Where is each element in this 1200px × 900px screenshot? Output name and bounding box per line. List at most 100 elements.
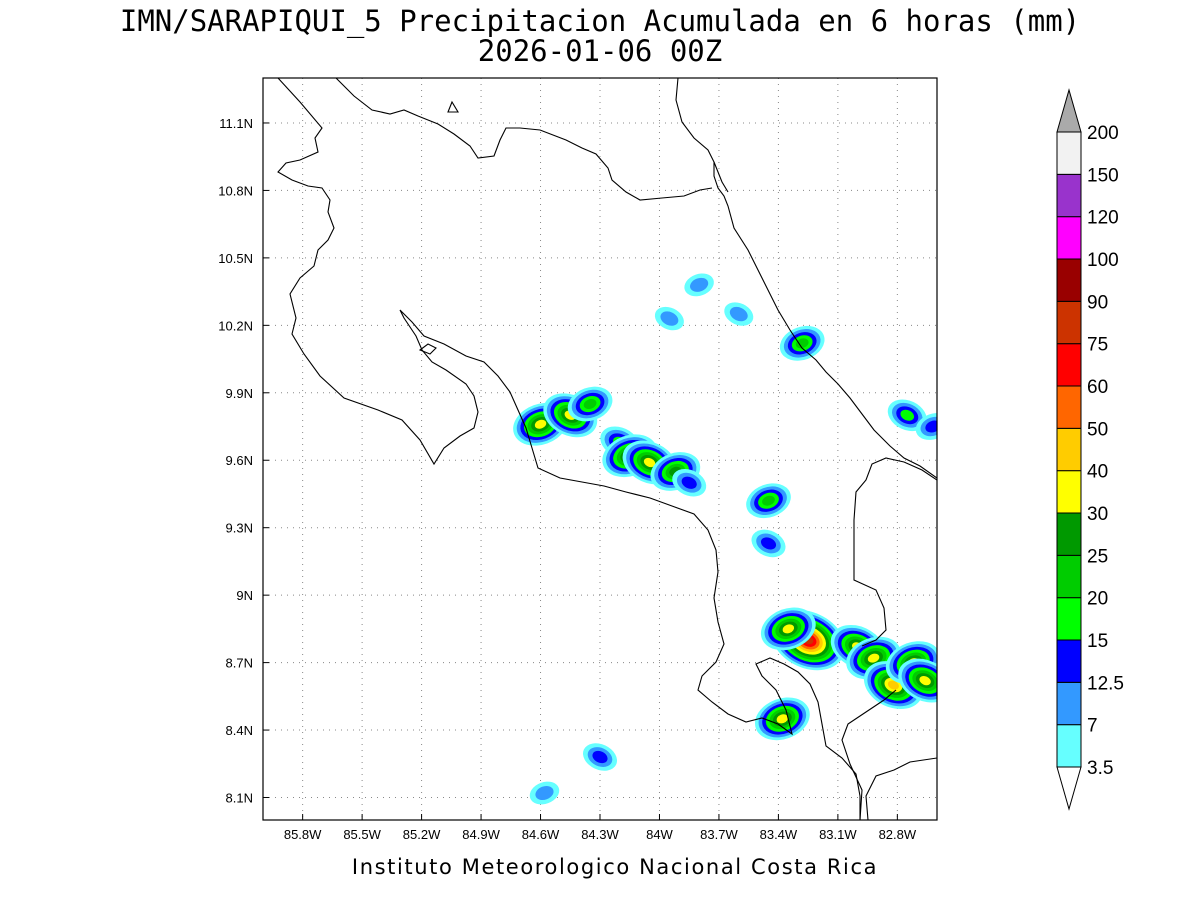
precip-contour	[867, 653, 880, 663]
colorbar-bottom-arrow	[1056, 766, 1082, 811]
precip-cell	[582, 743, 618, 771]
precip-cell	[779, 325, 825, 361]
colorbar-label: 15	[1087, 631, 1108, 652]
colorbar-swatch	[1056, 427, 1082, 472]
lat-tick-label: 10.2N	[218, 318, 253, 333]
coastline	[335, 78, 713, 201]
lon-tick-label: 84.6W	[522, 827, 560, 842]
chart-title: IMN/SARAPIQUI_5 Precipitacion Acumulada …	[119, 4, 1081, 38]
lon-tick-label: 85.5W	[343, 827, 381, 842]
lat-tick-label: 9N	[236, 588, 253, 603]
lon-tick-label: 85.8W	[284, 827, 322, 842]
grid-lines	[263, 78, 937, 820]
colorbar-label: 100	[1087, 250, 1119, 271]
colorbar-swatch	[1056, 216, 1082, 260]
lon-tick-label: 83.4W	[760, 827, 798, 842]
colorbar-swatch	[1056, 554, 1082, 599]
colorbar-label: 60	[1087, 377, 1108, 398]
lat-tick-label: 10.5N	[218, 251, 253, 266]
colorbar-label: 12.5	[1087, 673, 1124, 694]
precip-cell	[751, 529, 786, 558]
precip-cell	[746, 483, 791, 519]
colorbar-swatch	[1056, 681, 1082, 726]
precip-contour	[729, 306, 748, 322]
colorbar-label: 50	[1087, 419, 1108, 440]
colorbar: 3.5 7 12.5 15 20 25 30 40 50 60 75 90 100 120 150 200	[1056, 88, 1124, 811]
precipitation-field	[513, 273, 937, 805]
colorbar-label: 75	[1087, 335, 1108, 356]
coastline	[675, 78, 937, 479]
coastline	[841, 689, 897, 820]
precip-cell	[672, 468, 707, 497]
lat-tick-label: 11.1N	[219, 116, 253, 131]
lon-tick-label: 84.3W	[581, 827, 619, 842]
coastline	[418, 343, 437, 355]
lon-tick-label: 82.8W	[879, 827, 917, 842]
precip-contour	[900, 409, 915, 421]
precip-cell	[529, 781, 560, 805]
colorbar-swatch	[1056, 173, 1082, 218]
precip-cell	[724, 302, 754, 326]
colorbar-swatch	[1056, 385, 1082, 429]
precip-cell	[887, 399, 927, 432]
precip-contour	[660, 311, 679, 326]
precip-contour	[534, 419, 547, 429]
credit-text: Instituto Meteorologico Nacional Costa R…	[351, 855, 879, 879]
colorbar-label: 25	[1087, 546, 1108, 567]
lon-tick-label: 84W	[646, 827, 673, 842]
colorbar-swatch	[1056, 131, 1082, 175]
lat-tick-label: 9.9N	[226, 386, 253, 401]
colorbar-swatch	[1056, 639, 1082, 683]
axis-ticks: 85.8W 85.5W 85.2W 84.9W 84.6W 84.3W 84W 83.7W 83…	[218, 116, 917, 842]
colorbar-label: 40	[1087, 462, 1108, 483]
chart-subtitle-date: 2026-01-06 00Z	[477, 34, 723, 68]
colorbar-swatch	[1056, 343, 1082, 387]
colorbar-label: 30	[1087, 504, 1108, 525]
lon-tick-label: 83.7W	[700, 827, 738, 842]
precip-contour	[762, 495, 775, 506]
colorbar-label: 20	[1087, 589, 1108, 610]
precip-cell	[543, 393, 598, 438]
lat-tick-label: 8.7N	[226, 656, 253, 671]
precip-contour	[535, 786, 554, 801]
precip-contour	[782, 624, 795, 634]
precip-cell	[654, 306, 684, 331]
lat-tick-label: 9.3N	[226, 521, 253, 536]
lon-tick-label: 84.9W	[462, 827, 500, 842]
precip-contour	[760, 537, 777, 550]
coastline	[853, 457, 937, 647]
precip-contour	[919, 675, 931, 686]
coastline	[447, 100, 459, 113]
precip-contour	[681, 476, 697, 489]
colorbar-swatch	[1056, 724, 1082, 768]
precip-cell	[760, 607, 816, 651]
colorbar-swatch	[1056, 512, 1082, 556]
precip-contour	[643, 457, 656, 468]
coastline	[277, 78, 861, 820]
precip-contour	[592, 750, 608, 764]
colorbar-label: 90	[1087, 292, 1108, 313]
precip-cell	[567, 386, 613, 422]
colorbar-label: 150	[1087, 165, 1119, 186]
lat-tick-label: 9.6N	[226, 453, 253, 468]
colorbar-label: 7	[1087, 716, 1098, 737]
lat-tick-label: 8.1N	[226, 791, 253, 806]
precip-contour	[887, 680, 899, 690]
colorbar-label: 3.5	[1087, 758, 1113, 779]
precip-contour	[795, 338, 809, 349]
lat-tick-label: 10.8N	[218, 183, 253, 198]
colorbar-label: 200	[1087, 123, 1119, 144]
lat-tick-label: 8.4N	[226, 723, 253, 738]
colorbar-top-arrow	[1056, 88, 1082, 133]
precip-cell	[684, 273, 714, 297]
lon-tick-label: 85.2W	[403, 827, 441, 842]
coastline	[865, 757, 937, 820]
colorbar-swatch	[1056, 597, 1082, 641]
colorbar-swatch	[1056, 470, 1082, 514]
precip-contour	[690, 277, 709, 292]
coastline-borders	[277, 78, 937, 820]
colorbar-swatch	[1056, 300, 1082, 345]
precip-contour	[776, 714, 789, 724]
colorbar-label: 120	[1087, 208, 1119, 229]
